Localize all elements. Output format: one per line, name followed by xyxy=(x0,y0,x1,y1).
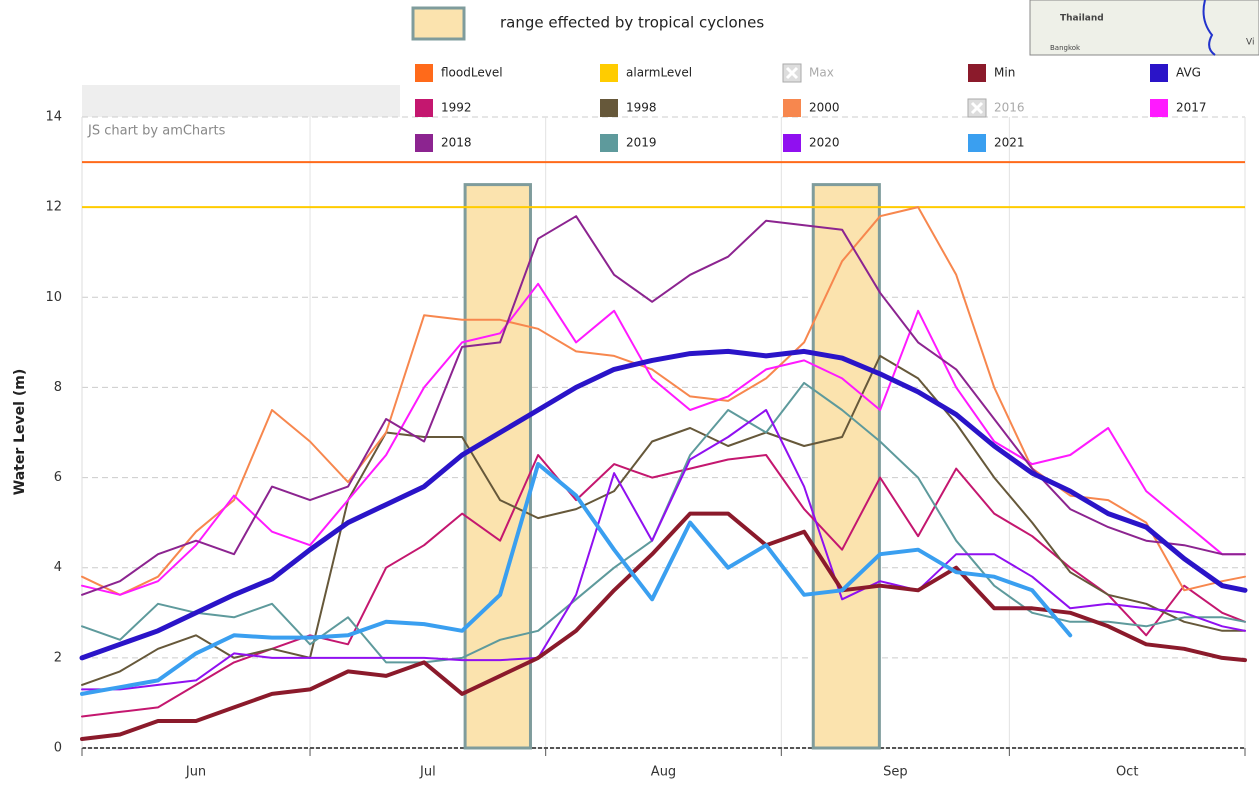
legend-item: 1998 xyxy=(600,99,657,117)
legend-label: Max xyxy=(809,66,834,80)
legend-swatch xyxy=(415,99,433,117)
legend-item: Min xyxy=(968,64,1015,82)
x-tick-label: Jul xyxy=(419,765,436,780)
cyclone-legend-label: range effected by tropical cyclones xyxy=(500,14,764,32)
cyclone-legend-swatch xyxy=(413,8,464,39)
legend-label: 1998 xyxy=(626,101,657,115)
map-label: Thailand xyxy=(1060,14,1104,24)
legend-item: 2019 xyxy=(600,134,657,152)
y-tick-label: 0 xyxy=(54,741,62,756)
legend-label: 2021 xyxy=(994,136,1025,150)
y-tick-label: 4 xyxy=(54,560,62,575)
legend-swatch xyxy=(1150,99,1168,117)
series-line xyxy=(82,464,1070,694)
legend-swatch xyxy=(783,134,801,152)
series-line xyxy=(82,383,1245,663)
legend-item: alarmLevel xyxy=(600,64,692,82)
y-axis-label: Water Level (m) xyxy=(12,369,28,495)
legend-label: floodLevel xyxy=(441,66,503,80)
legend-item: 2021 xyxy=(968,134,1025,152)
legend-label: 2000 xyxy=(809,101,840,115)
legend-swatch xyxy=(783,99,801,117)
series-line xyxy=(82,284,1245,595)
legend-swatch xyxy=(415,64,433,82)
map-label: Vi xyxy=(1246,38,1254,48)
y-tick-label: 2 xyxy=(54,650,62,665)
cyclone-range xyxy=(465,185,530,748)
legend-swatch xyxy=(415,134,433,152)
legend-label: Min xyxy=(994,66,1015,80)
legend-swatch xyxy=(968,64,986,82)
legend-item: 1992 xyxy=(415,99,472,117)
series-line xyxy=(82,207,1245,595)
credit: JS chart by amCharts xyxy=(87,124,226,139)
legend-label: 2020 xyxy=(809,136,840,150)
map-thumbnail: Thailand Bangkok Vi xyxy=(1030,0,1259,55)
legend-label: AVG xyxy=(1176,66,1201,80)
legend-label: 2017 xyxy=(1176,101,1207,115)
cyclone-range xyxy=(813,185,879,748)
series-line xyxy=(82,216,1245,595)
legend-item: floodLevel xyxy=(415,64,503,82)
x-tick-label: Aug xyxy=(651,765,676,780)
legend-item: 2017 xyxy=(1150,99,1207,117)
credit-box xyxy=(82,85,400,117)
series-line xyxy=(82,514,1245,739)
x-tick-label: Jun xyxy=(185,765,206,780)
legend-label: alarmLevel xyxy=(626,66,692,80)
legend-swatch xyxy=(600,99,618,117)
series-line xyxy=(82,410,1245,689)
legend-item: Max xyxy=(783,64,834,82)
y-tick-label: 12 xyxy=(45,200,62,215)
y-tick-label: 6 xyxy=(54,470,62,485)
map-label: Bangkok xyxy=(1050,44,1081,52)
legend-item: 2000 xyxy=(783,99,840,117)
legend-item: 2018 xyxy=(415,134,472,152)
legend-swatch xyxy=(968,134,986,152)
y-tick-label: 14 xyxy=(45,110,62,125)
legend-label: 2016 xyxy=(994,101,1025,115)
x-tick-label: Sep xyxy=(883,765,908,780)
chart: JS chart by amCharts Water Level (m) Tha… xyxy=(0,0,1259,785)
y-tick-label: 10 xyxy=(45,290,62,305)
legend-label: 2019 xyxy=(626,136,657,150)
legend-item: AVG xyxy=(1150,64,1201,82)
legend-swatch xyxy=(600,64,618,82)
legend-swatch xyxy=(600,134,618,152)
legend-item: 2016 xyxy=(968,99,1025,117)
legend-item: 2020 xyxy=(783,134,840,152)
legend-label: 2018 xyxy=(441,136,472,150)
legend-swatch xyxy=(1150,64,1168,82)
y-tick-label: 8 xyxy=(54,380,62,395)
x-tick-label: Oct xyxy=(1116,765,1138,780)
legend-label: 1992 xyxy=(441,101,472,115)
